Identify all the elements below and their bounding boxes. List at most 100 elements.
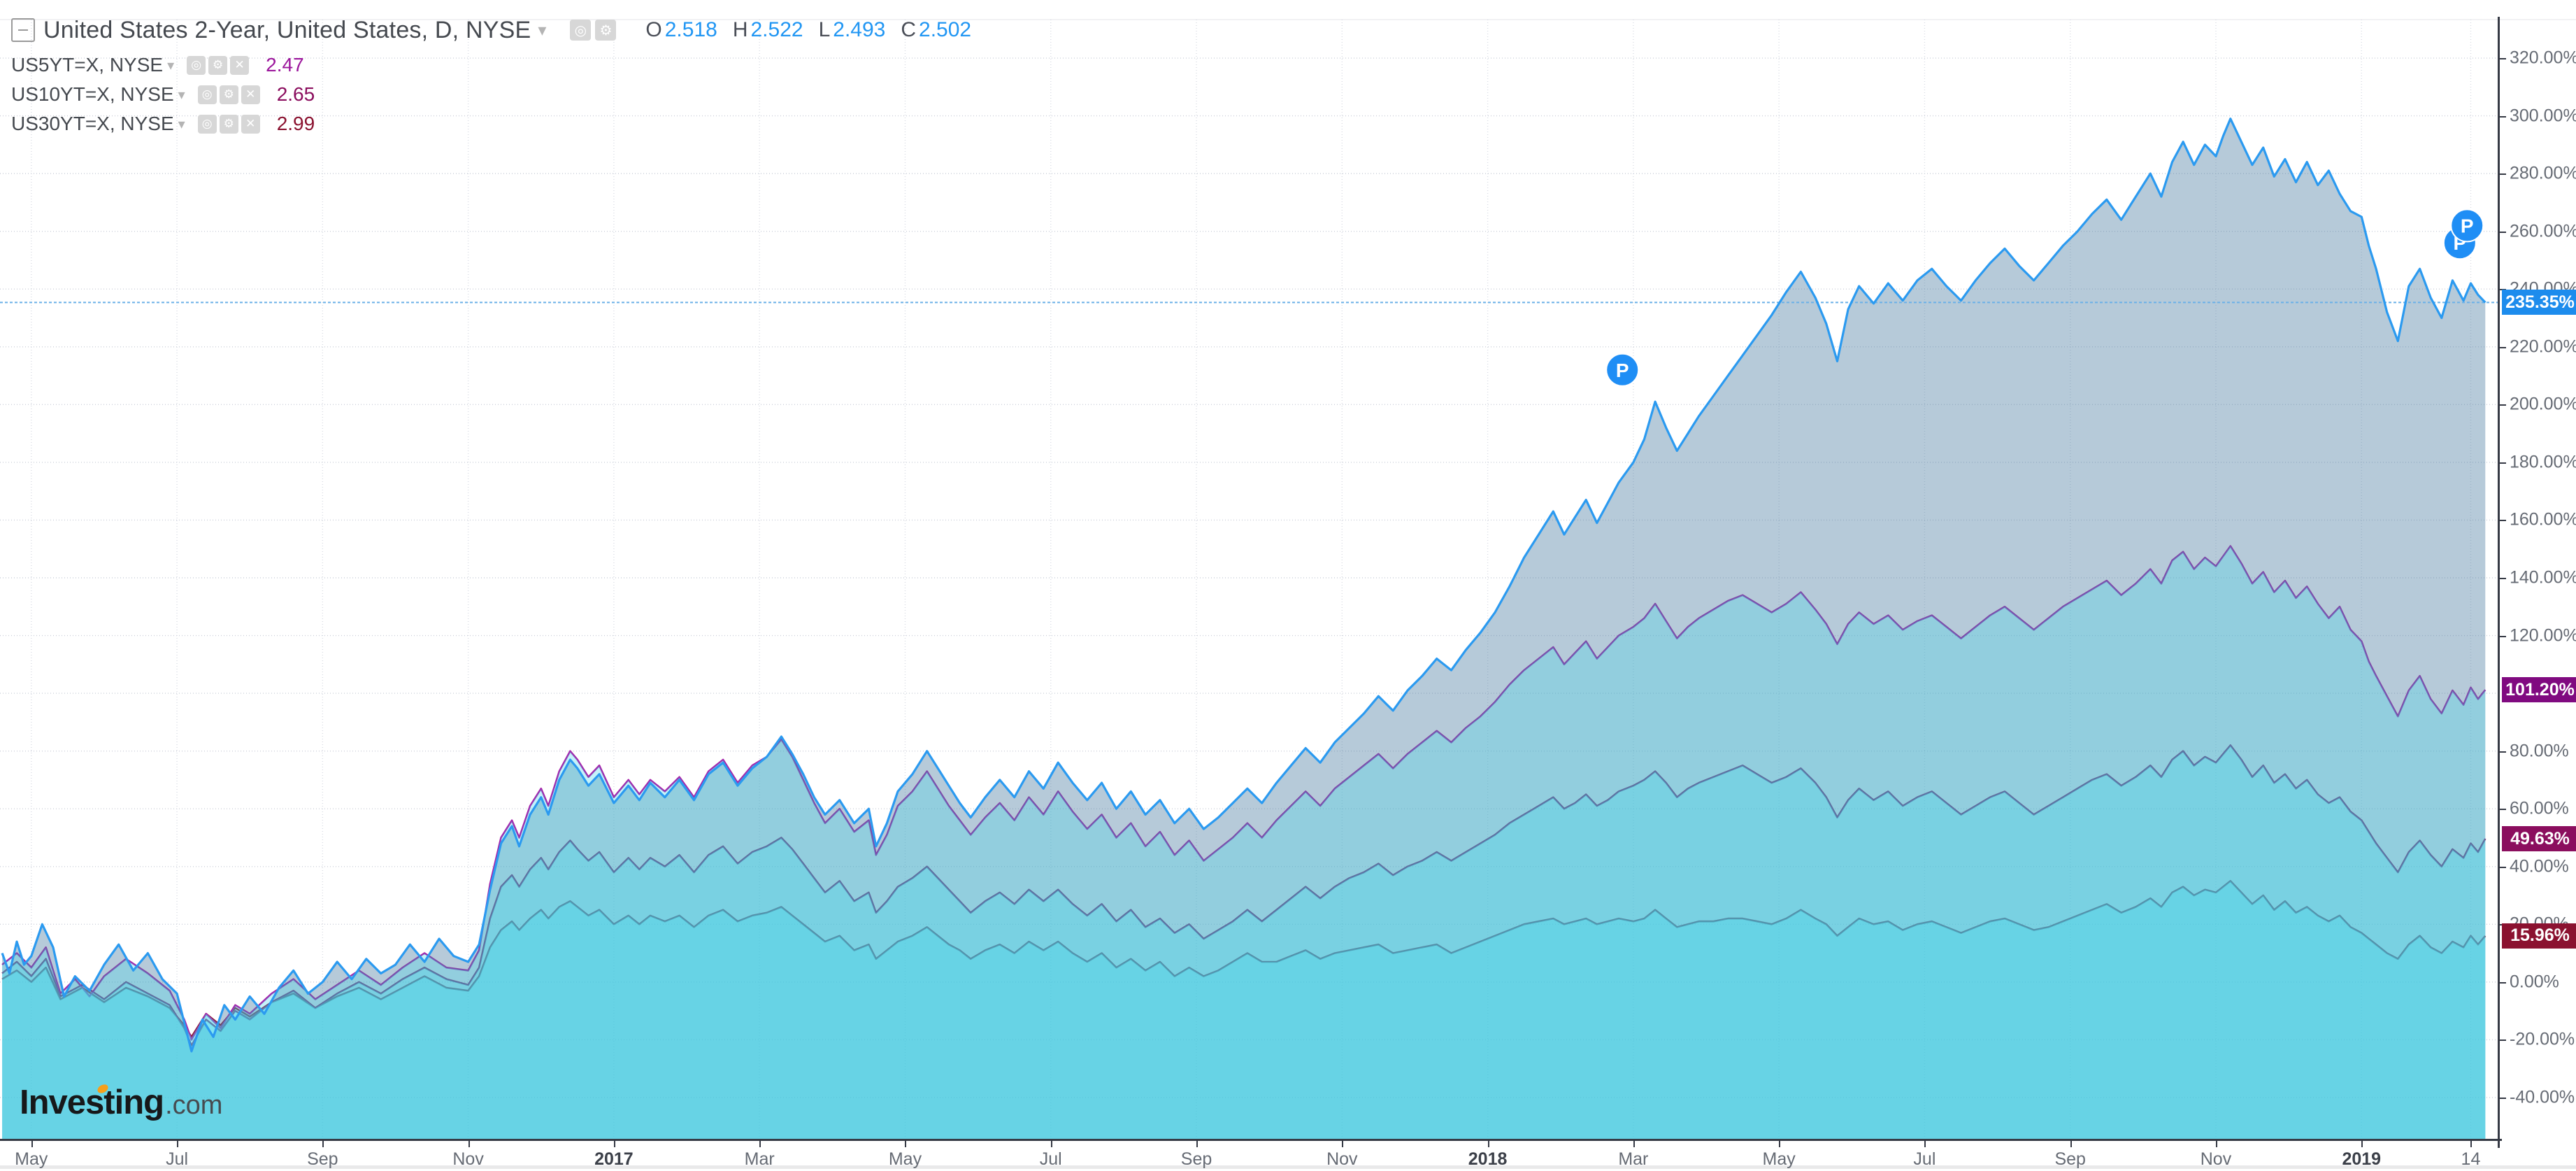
chevron-down-icon[interactable]: ▾	[538, 20, 547, 40]
symbol-name[interactable]: US5YT=X, NYSE	[11, 54, 164, 76]
y-axis-label: -40.00%	[2510, 1087, 2575, 1107]
gear-icon[interactable]: ⚙	[219, 114, 238, 134]
y-axis-label: 320.00%	[2510, 48, 2576, 68]
high-value: 2.522	[750, 18, 803, 41]
low-label: L	[818, 18, 831, 41]
y-axis-tick	[2500, 577, 2506, 579]
series-fill-us30y	[2, 881, 2486, 1139]
x-axis-tick	[177, 1141, 179, 1147]
x-axis-tick	[2215, 1141, 2217, 1147]
logo-text: Investing	[20, 1084, 164, 1121]
x-axis-tick	[322, 1141, 324, 1147]
series-line-us10y	[1, 744, 2486, 1046]
y-axis-tick	[2500, 346, 2506, 348]
y-axis-label: 60.00%	[2510, 798, 2569, 818]
x-axis-label: 2019	[2342, 1149, 2382, 1169]
visibility-icon[interactable]: ◎	[197, 85, 217, 104]
legend-row-us30yt: US30YT=X, NYSE ▾ ◎ ⚙ ✕ 2.99	[11, 109, 971, 139]
y-axis-label: 300.00%	[2510, 106, 2576, 126]
x-axis-tick	[31, 1141, 33, 1147]
gear-icon[interactable]: ⚙	[595, 20, 617, 41]
pin-marker-letter: P	[1616, 360, 1629, 381]
visibility-icon[interactable]: ◎	[570, 20, 592, 41]
x-axis-label: Nov	[1326, 1149, 1358, 1169]
x-axis-label: Nov	[2200, 1149, 2232, 1169]
y-axis-tick	[2500, 981, 2506, 984]
symbol-name[interactable]: US10YT=X, NYSE	[11, 83, 174, 105]
x-axis-label: Mar	[744, 1149, 775, 1169]
close-icon[interactable]: ✕	[241, 114, 260, 134]
close-icon[interactable]: ✕	[230, 55, 250, 75]
y-axis-label: -20.00%	[2510, 1029, 2575, 1049]
y-axis-tick	[2500, 404, 2506, 406]
collapse-legend-icon[interactable]	[11, 18, 35, 42]
gear-icon[interactable]: ⚙	[208, 55, 228, 75]
symbol-value: 2.99	[276, 113, 315, 134]
y-axis-label: 220.00%	[2510, 336, 2576, 357]
x-axis-tick	[2070, 1141, 2072, 1147]
y-axis-tick	[2500, 289, 2506, 291]
gear-icon[interactable]: ⚙	[219, 85, 238, 104]
close-value: 2.502	[919, 18, 972, 41]
price-scale[interactable]: 320.00% 300.00% 280.00% 260.00% 240.00% 220.0…	[2498, 17, 2576, 1148]
y-axis-tick	[2500, 58, 2506, 60]
open-label: O	[645, 18, 662, 41]
x-axis-label: Jul	[166, 1149, 189, 1169]
ohlc-values: O 2.518 H 2.522 L 2.493 C 2.502	[645, 18, 971, 42]
series-fill-us10y	[2, 745, 2486, 1139]
y-axis-label: 260.00%	[2510, 221, 2576, 241]
x-axis-tick	[613, 1141, 615, 1147]
y-axis-label: 140.00%	[2510, 567, 2576, 588]
visibility-icon[interactable]: ◎	[197, 114, 217, 134]
time-scale[interactable]: May Jul Sep Nov 2017 Mar May Jul Sep Nov 2018 Mar Ma…	[0, 1139, 2502, 1171]
x-axis-tick	[759, 1141, 761, 1147]
x-axis-label: Jul	[1913, 1149, 1936, 1169]
y-axis-label: 0.00%	[2510, 972, 2559, 992]
visibility-icon[interactable]: ◎	[187, 55, 206, 75]
y-axis-tick	[2500, 751, 2506, 753]
x-axis-label: 2018	[1468, 1149, 1508, 1169]
open-value: 2.518	[664, 18, 717, 41]
pin-marker-icon[interactable]	[2450, 208, 2484, 243]
chevron-down-icon[interactable]: ▾	[178, 87, 185, 103]
y-axis-label: 180.00%	[2510, 452, 2576, 472]
x-axis-label: Nov	[452, 1149, 484, 1169]
x-axis-tick	[1779, 1141, 1781, 1147]
symbol-value: 2.65	[276, 83, 315, 105]
series-line-us2y	[1, 118, 2486, 1053]
y-axis-tick	[2500, 1039, 2506, 1042]
y-axis-tick	[2500, 462, 2506, 464]
y-axis-tick	[2500, 809, 2506, 811]
symbol-name[interactable]: US30YT=X, NYSE	[11, 113, 174, 134]
series-fill-us5y	[2, 546, 2486, 1139]
legend-row-us5yt: US5YT=X, NYSE ▾ ◎ ⚙ ✕ 2.47	[11, 50, 971, 80]
logo-suffix: .com	[165, 1091, 223, 1120]
low-value: 2.493	[833, 18, 886, 41]
x-axis-label: May	[1762, 1149, 1796, 1169]
page-title[interactable]: United States 2-Year, United States, D, …	[43, 16, 531, 43]
x-axis-tick	[1342, 1141, 1344, 1147]
x-axis-label: Sep	[2054, 1149, 2086, 1169]
y-axis-tick	[2500, 520, 2506, 522]
y-axis-label: 160.00%	[2510, 509, 2576, 530]
legend-row-us10yt: US10YT=X, NYSE ▾ ◎ ⚙ ✕ 2.65	[11, 80, 971, 109]
x-axis-tick	[1487, 1141, 1489, 1147]
pin-marker-icon[interactable]	[1605, 353, 1640, 387]
x-axis-label: Jul	[1039, 1149, 1062, 1169]
x-axis-label: Sep	[307, 1149, 338, 1169]
bottom-divider	[0, 1165, 2576, 1169]
x-axis-tick	[1050, 1141, 1052, 1147]
y-axis-label: 200.00%	[2510, 394, 2576, 414]
last-price-label-us30y: 15.96%	[2502, 923, 2576, 949]
series-fill-us2y	[2, 118, 2486, 1140]
main-symbol-row: United States 2-Year, United States, D, …	[11, 10, 971, 50]
chevron-down-icon[interactable]: ▾	[167, 57, 175, 73]
chevron-down-icon[interactable]: ▾	[178, 116, 185, 132]
x-axis-tick	[905, 1141, 907, 1147]
y-axis-label: 40.00%	[2510, 856, 2569, 877]
close-icon[interactable]: ✕	[241, 85, 260, 104]
x-axis-tick	[2470, 1141, 2473, 1147]
pin-marker-letter: P	[2461, 215, 2474, 236]
x-axis-tick	[1196, 1141, 1198, 1147]
